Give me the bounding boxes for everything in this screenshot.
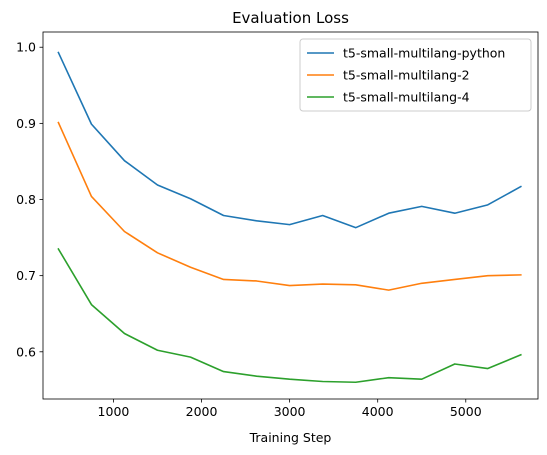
legend-label: t5-small-multilang-2 bbox=[343, 68, 470, 83]
y-tick-label: 0.9 bbox=[16, 116, 36, 131]
y-axis: 0.6 0.7 0.8 0.9 1.0 bbox=[16, 40, 43, 359]
y-tick-label: 0.8 bbox=[16, 192, 36, 207]
chart-title: Evaluation Loss bbox=[232, 9, 349, 27]
legend-label: t5-small-multilang-4 bbox=[343, 90, 470, 105]
legend-box bbox=[299, 38, 532, 112]
x-tick-label: 1000 bbox=[98, 404, 130, 419]
series-line-3 bbox=[57, 247, 522, 384]
x-tick-label: 5000 bbox=[450, 404, 482, 419]
x-axis-title: Training Step bbox=[249, 430, 332, 445]
x-tick-label: 4000 bbox=[362, 404, 394, 419]
legend: t5-small-multilang-python t5-small-multil… bbox=[299, 38, 532, 112]
series-line-2 bbox=[57, 121, 522, 291]
y-tick-label: 0.6 bbox=[16, 344, 36, 359]
y-tick-label: 1.0 bbox=[16, 40, 36, 55]
x-axis: 1000 2000 3000 4000 5000 bbox=[98, 399, 482, 419]
plot-lines bbox=[57, 51, 522, 384]
series-line-1 bbox=[57, 51, 522, 229]
legend-label: t5-small-multilang-python bbox=[343, 46, 505, 61]
y-tick-label: 0.7 bbox=[16, 268, 36, 283]
x-tick-label: 3000 bbox=[274, 404, 306, 419]
plot-frame bbox=[42, 31, 539, 400]
x-tick-label: 2000 bbox=[186, 404, 218, 419]
